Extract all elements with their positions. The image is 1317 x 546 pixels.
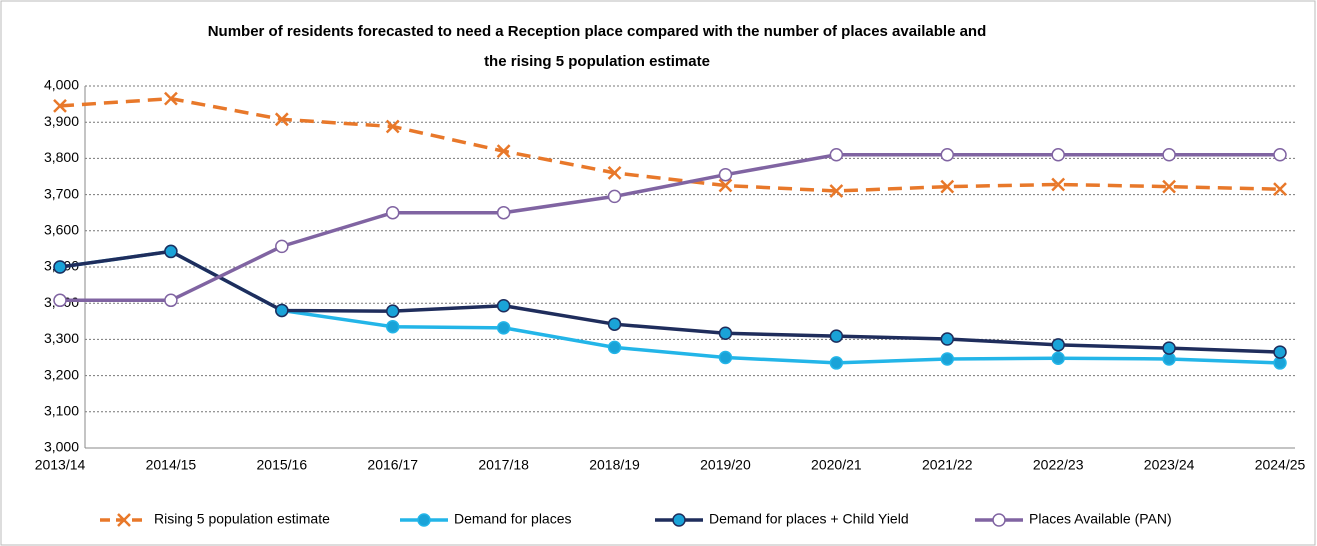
- marker: [164, 91, 178, 106]
- marker: [385, 319, 400, 334]
- chart-title: Number of residents forecasted to need a…: [208, 23, 987, 40]
- marker: [829, 148, 844, 162]
- marker: [496, 144, 511, 159]
- marker: [718, 167, 733, 182]
- x-tick-label: 2014/15: [146, 457, 197, 473]
- legend-label: Rising 5 population estimate: [154, 511, 330, 527]
- legend-marker: [417, 513, 431, 527]
- x-tick-label: 2015/16: [257, 457, 308, 473]
- y-tick-label: 3,900: [44, 113, 79, 129]
- series-line: [59, 249, 1281, 354]
- marker: [718, 350, 733, 365]
- legend-marker: [672, 513, 686, 527]
- x-tick-label: 2019/20: [700, 457, 751, 473]
- marker: [940, 148, 955, 162]
- marker: [718, 178, 733, 193]
- x-tick-label: 2017/18: [478, 457, 529, 473]
- marker: [385, 119, 400, 134]
- marker: [385, 304, 400, 318]
- marker: [940, 179, 955, 194]
- marker: [1273, 148, 1287, 162]
- marker: [940, 352, 955, 366]
- y-tick-label: 3,200: [44, 366, 79, 382]
- marker: [1273, 345, 1287, 359]
- y-tick-label: 3,100: [44, 403, 79, 419]
- marker: [607, 317, 622, 331]
- x-tick-label: 2016/17: [367, 457, 418, 473]
- y-tick-label: 3,800: [44, 149, 79, 165]
- series-line: [59, 96, 1281, 193]
- marker: [496, 205, 511, 220]
- marker: [1162, 179, 1176, 194]
- x-tick-label: 2023/24: [1144, 457, 1195, 473]
- legend-marker: [992, 513, 1006, 527]
- marker: [829, 356, 844, 370]
- marker: [385, 205, 400, 220]
- marker: [718, 326, 733, 340]
- marker: [275, 239, 289, 254]
- marker: [607, 189, 622, 204]
- marker: [164, 244, 178, 259]
- x-tick-label: 2022/23: [1033, 457, 1084, 473]
- marker: [607, 340, 622, 355]
- marker: [1162, 148, 1176, 162]
- marker: [496, 321, 511, 335]
- x-tick-label: 2013/14: [35, 457, 86, 473]
- marker: [1051, 177, 1066, 192]
- marker: [829, 184, 844, 198]
- legend-label: Places Available (PAN): [1029, 511, 1172, 527]
- legend-marker: [117, 513, 131, 527]
- y-tick-label: 3,300: [44, 330, 79, 346]
- marker: [274, 112, 289, 127]
- x-tick-label: 2020/21: [811, 457, 862, 473]
- y-tick-label: 3,600: [44, 222, 79, 238]
- marker: [53, 293, 67, 308]
- y-tick-label: 3,000: [44, 439, 79, 455]
- marker: [275, 303, 289, 318]
- y-tick-label: 3,700: [44, 185, 79, 201]
- marker: [607, 165, 622, 180]
- legend-label: Demand for places + Child Yield: [709, 511, 909, 527]
- legend-label: Demand for places: [454, 511, 572, 527]
- marker: [1051, 338, 1065, 352]
- marker: [164, 293, 178, 308]
- marker: [496, 298, 511, 313]
- chart-title: the rising 5 population estimate: [484, 53, 710, 70]
- y-tick-label: 4,000: [44, 77, 79, 93]
- x-tick-label: 2018/19: [589, 457, 640, 473]
- marker: [829, 329, 844, 343]
- series-line: [60, 153, 1280, 303]
- marker: [1162, 341, 1176, 355]
- marker: [1051, 148, 1065, 162]
- marker: [53, 99, 67, 113]
- x-tick-label: 2021/22: [922, 457, 973, 473]
- marker: [53, 260, 67, 274]
- marker: [940, 332, 955, 346]
- marker: [1273, 182, 1287, 197]
- x-tick-label: 2024/25: [1255, 457, 1306, 473]
- marker: [1051, 351, 1065, 365]
